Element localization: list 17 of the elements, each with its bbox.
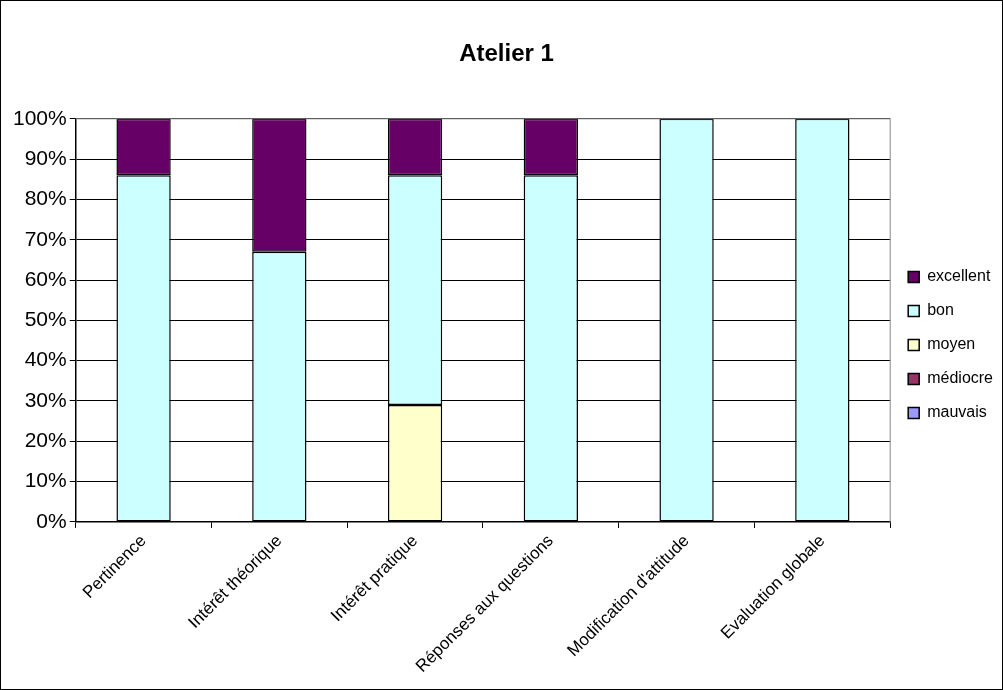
chart-title: Atelier 1 bbox=[459, 39, 554, 67]
y-tick-label: 30% bbox=[24, 387, 67, 411]
y-tick-label: 60% bbox=[24, 266, 67, 290]
y-tick-label: 90% bbox=[24, 145, 67, 169]
y-tick-label: 10% bbox=[24, 468, 67, 492]
legend-label: mauvais bbox=[927, 403, 987, 421]
y-tick-label: 80% bbox=[24, 186, 67, 210]
legend-label: moyen bbox=[927, 335, 976, 353]
y-tick-label: 20% bbox=[24, 428, 67, 452]
y-tick-label: 0% bbox=[36, 508, 67, 532]
y-tick-label: 40% bbox=[24, 347, 67, 371]
legend-label: excellent bbox=[927, 267, 991, 285]
y-tick-label: 70% bbox=[24, 226, 67, 250]
y-tick-label: 50% bbox=[24, 307, 67, 331]
legend-label: bon bbox=[927, 301, 954, 319]
legend-label: médiocre bbox=[927, 369, 994, 387]
y-tick-label: 100% bbox=[12, 105, 67, 129]
